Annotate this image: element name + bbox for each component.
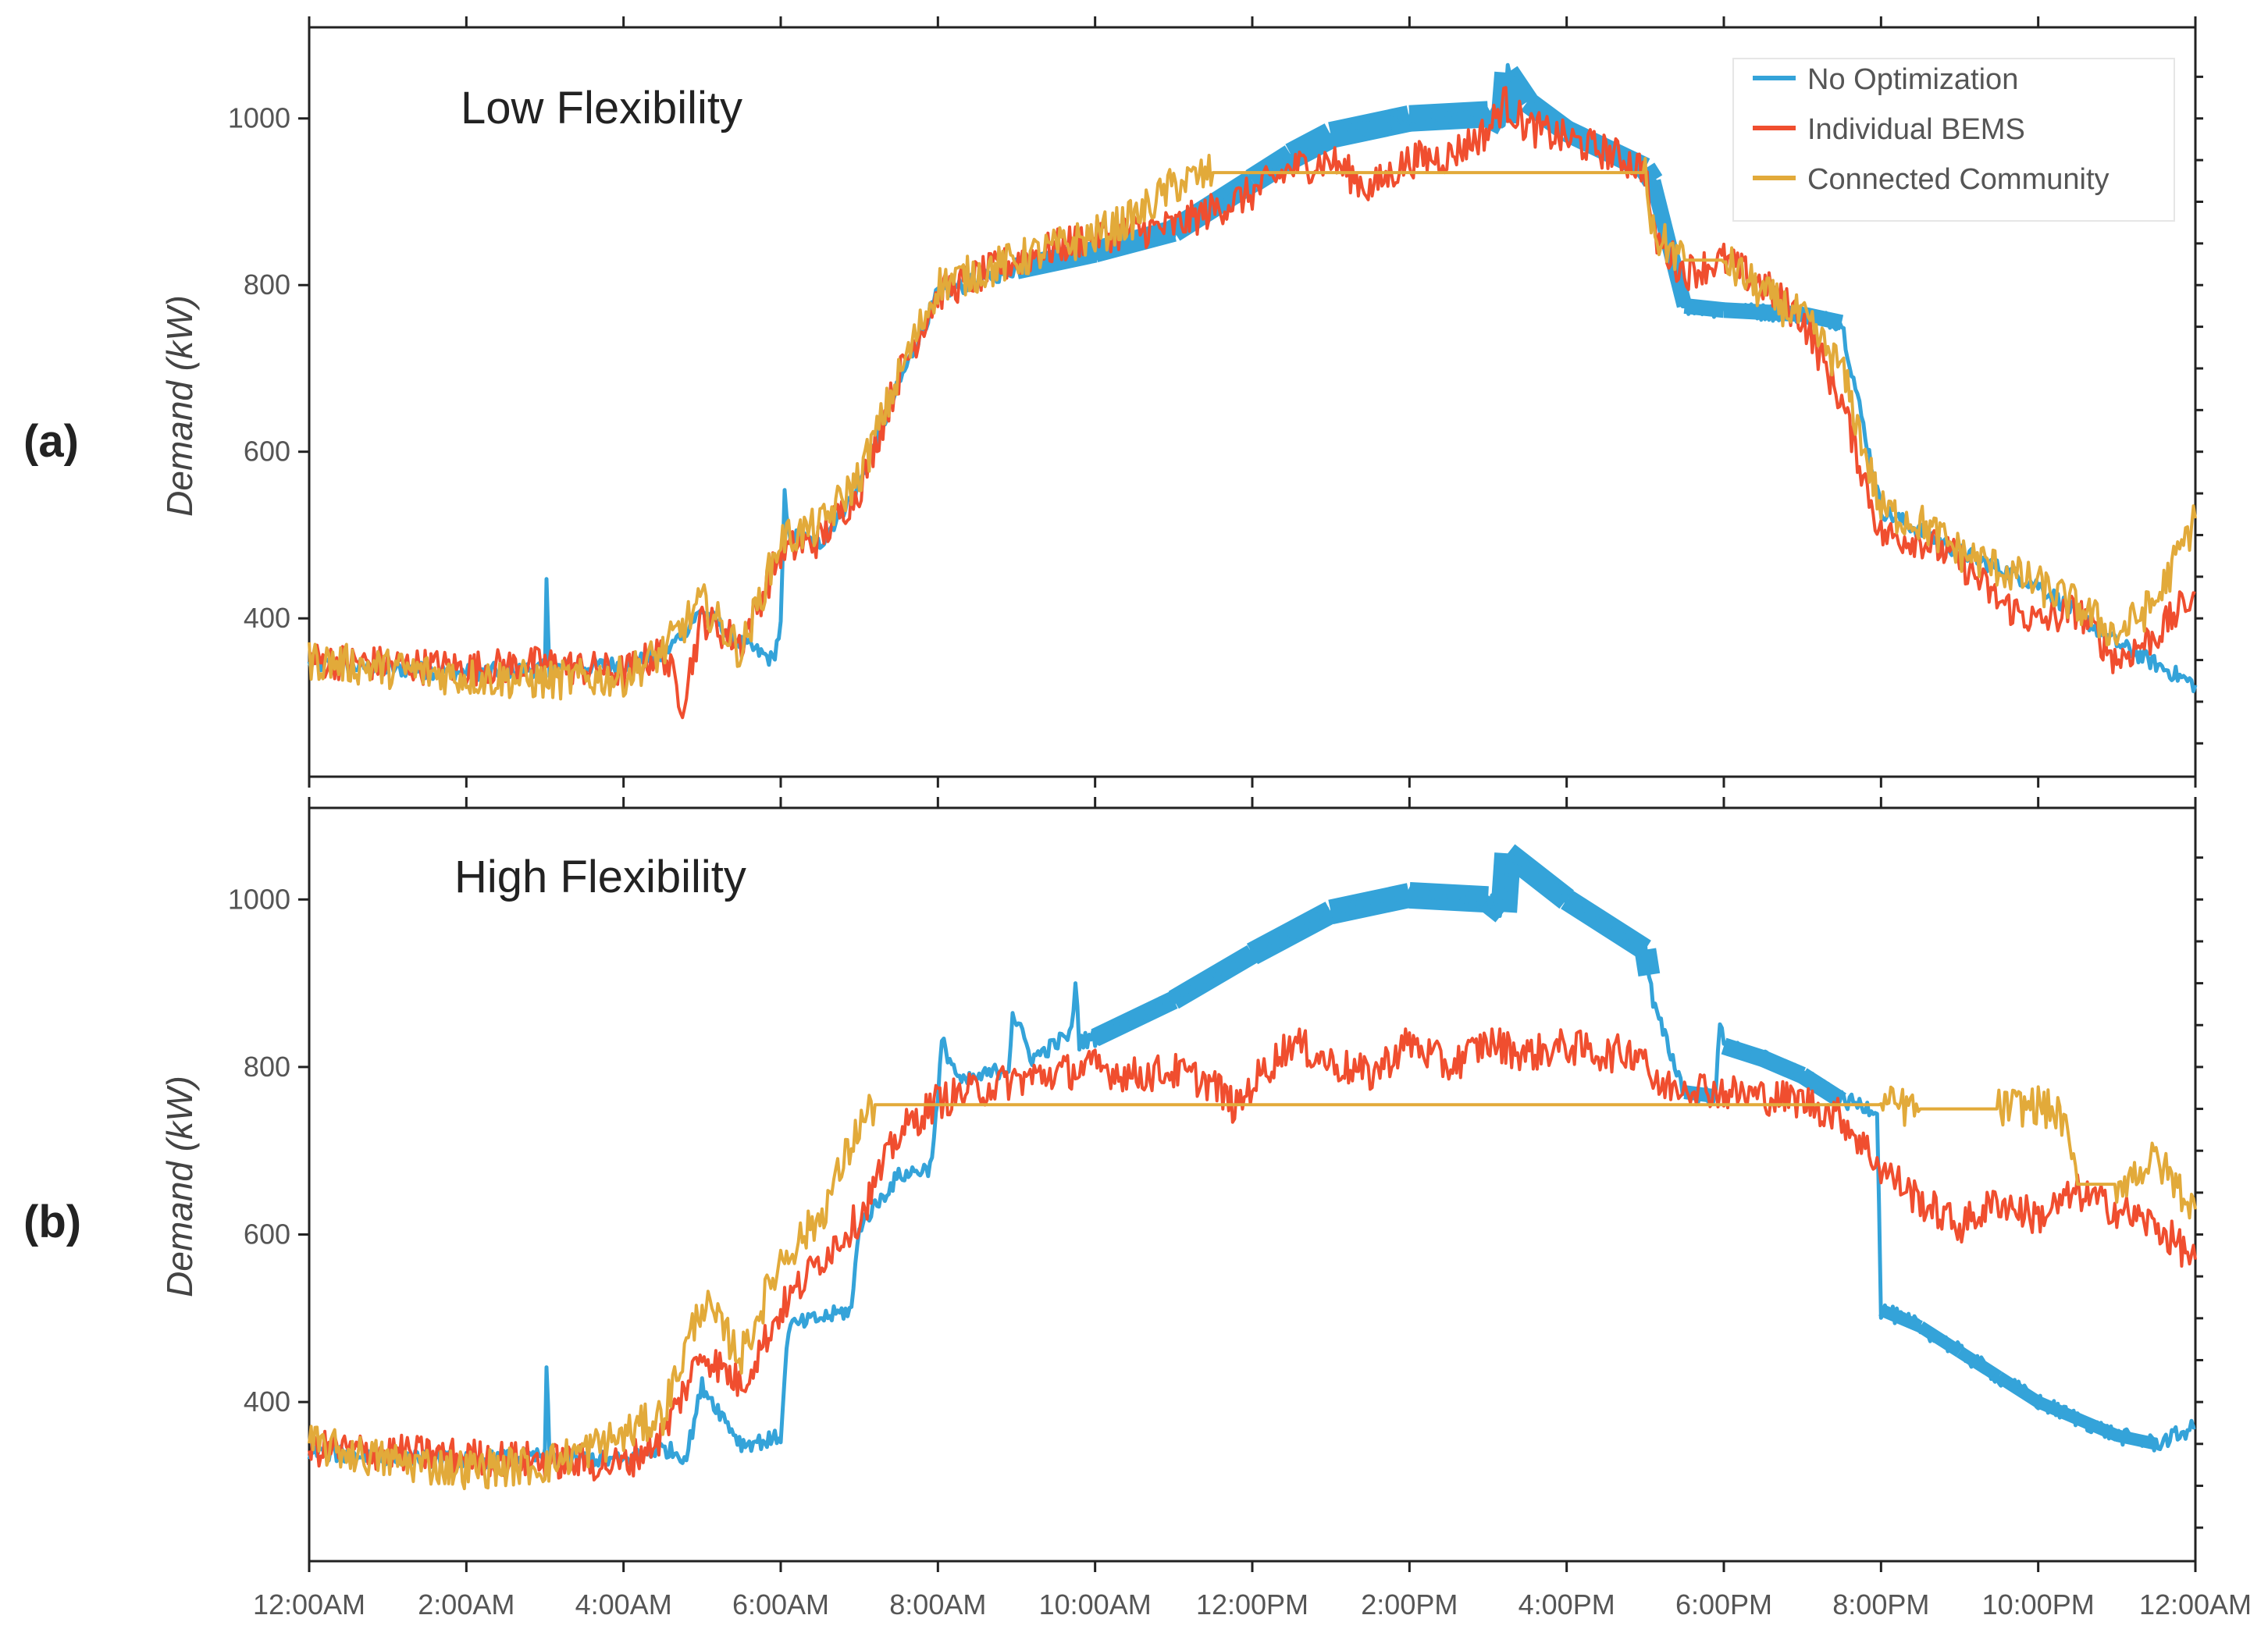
x-tick-label: 6:00AM [732,1588,829,1620]
legend-label-individual-bems: Individual BEMS [1807,113,2025,146]
legend-label-connected-community: Connected Community [1807,163,2110,196]
series-line-connected-community [308,154,2197,701]
x-tick-label: 4:00PM [1519,1588,1615,1620]
x-tick-label: 12:00PM [1196,1588,1308,1620]
chart-title-a: Low Flexibility [461,83,742,133]
tick-labels-a: 400 600 800 1000 [228,102,290,634]
chart-title-b: High Flexibility [454,852,746,902]
panel-b-high-flexibility: (b) Demand (kW) High Flexibility 400 600 8… [23,797,2252,1620]
series-a [307,62,2198,720]
x-tick-label: 12:00AM [253,1588,365,1620]
y-tick-label: 400 [244,602,290,634]
series-b [307,844,2197,1491]
legend: No Optimization Individual BEMS Connecte… [1732,58,2175,222]
x-tick-label: 8:00PM [1832,1588,1929,1620]
panel-a-low-flexibility: (a) Demand (kW) Low Flexibility 400 600 80… [23,16,2203,788]
x-tick-label: 10:00AM [1039,1588,1152,1620]
y-axis-label-b: Demand (kW) [159,1076,200,1297]
x-tick-label: 10:00PM [1982,1588,2095,1620]
legend-box [1732,58,2175,222]
series-line-connected-community [308,1085,2197,1491]
y-tick-label: 1000 [228,102,290,134]
y-tick-label: 400 [244,1386,290,1418]
y-tick-label: 600 [244,436,290,468]
x-tick-label: 6:00PM [1675,1588,1772,1620]
y-tick-label: 800 [244,1051,290,1083]
x-tick-label: 2:00AM [418,1588,514,1620]
series-line-individual-bems [308,1027,2197,1482]
x-tick-label: 4:00AM [575,1588,672,1620]
y-tick-label: 1000 [228,883,290,915]
panel-label-b: (b) [23,1197,81,1247]
x-tick-label: 12:00AM [2139,1588,2252,1620]
legend-label-no-optimization: No Optimization [1807,63,2018,96]
y-tick-label: 600 [244,1218,290,1250]
x-tick-label: 8:00AM [889,1588,986,1620]
x-tick-label: 2:00PM [1361,1588,1458,1620]
y-tick-label: 800 [244,269,290,301]
panel-label-a: (a) [23,416,79,467]
y-axis-label-a: Demand (kW) [159,295,200,517]
tick-labels-b: 400 600 800 1000 12:00AM 2:00AM 4:00AM 6:00AM 8:… [228,883,2252,1620]
